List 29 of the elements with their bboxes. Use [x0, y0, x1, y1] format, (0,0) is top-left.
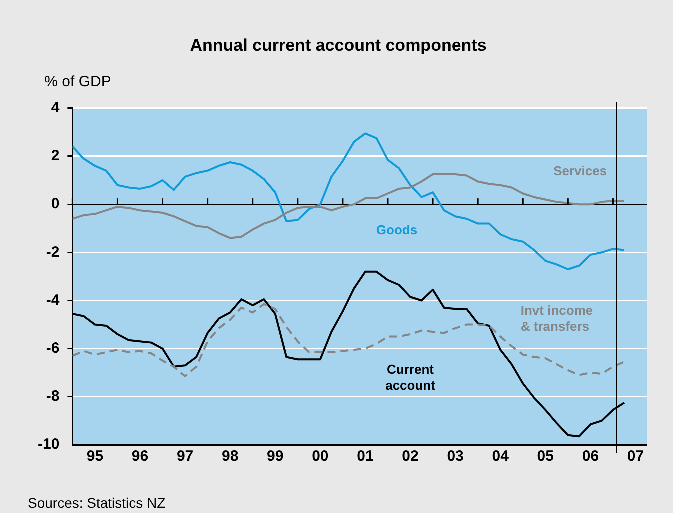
x-tick-label: 05 — [537, 448, 554, 466]
y-tick-label: -4 — [46, 292, 60, 309]
line-series — [72, 303, 626, 378]
x-tick-label: 02 — [402, 448, 419, 466]
y-tick-label: -6 — [46, 340, 60, 357]
x-tick-label: 07 — [627, 448, 644, 466]
x-tick-label: 98 — [222, 448, 239, 466]
y-tick-label: 4 — [51, 100, 60, 117]
x-tick-label: 95 — [86, 448, 104, 466]
y-tick-label: 2 — [51, 148, 60, 165]
x-tick-label: 96 — [132, 448, 149, 466]
x-tick-label: 01 — [357, 448, 374, 466]
y-tick-label: -8 — [46, 388, 60, 406]
series-label: Services — [554, 163, 608, 178]
source-note: Sources: Statistics NZ — [28, 494, 166, 511]
y-axis-title: % of GDP — [44, 74, 112, 91]
y-tick-label: -2 — [46, 244, 60, 261]
series-label: Goods — [376, 222, 418, 238]
series-label: Invt income & transfers — [520, 303, 594, 334]
x-tick-label: 99 — [267, 448, 284, 466]
x-tick-label: 00 — [312, 448, 329, 466]
x-tick-label: 97 — [176, 448, 194, 466]
chart-title: Annual current account components — [190, 36, 487, 55]
y-tick-label: -10 — [38, 436, 60, 454]
x-tick-label: 03 — [447, 448, 464, 466]
x-tick-label: 04 — [492, 448, 510, 466]
text: Current account — [386, 362, 436, 394]
x-tick-label: 06 — [582, 448, 600, 466]
y-tick-label: 0 — [51, 196, 60, 213]
